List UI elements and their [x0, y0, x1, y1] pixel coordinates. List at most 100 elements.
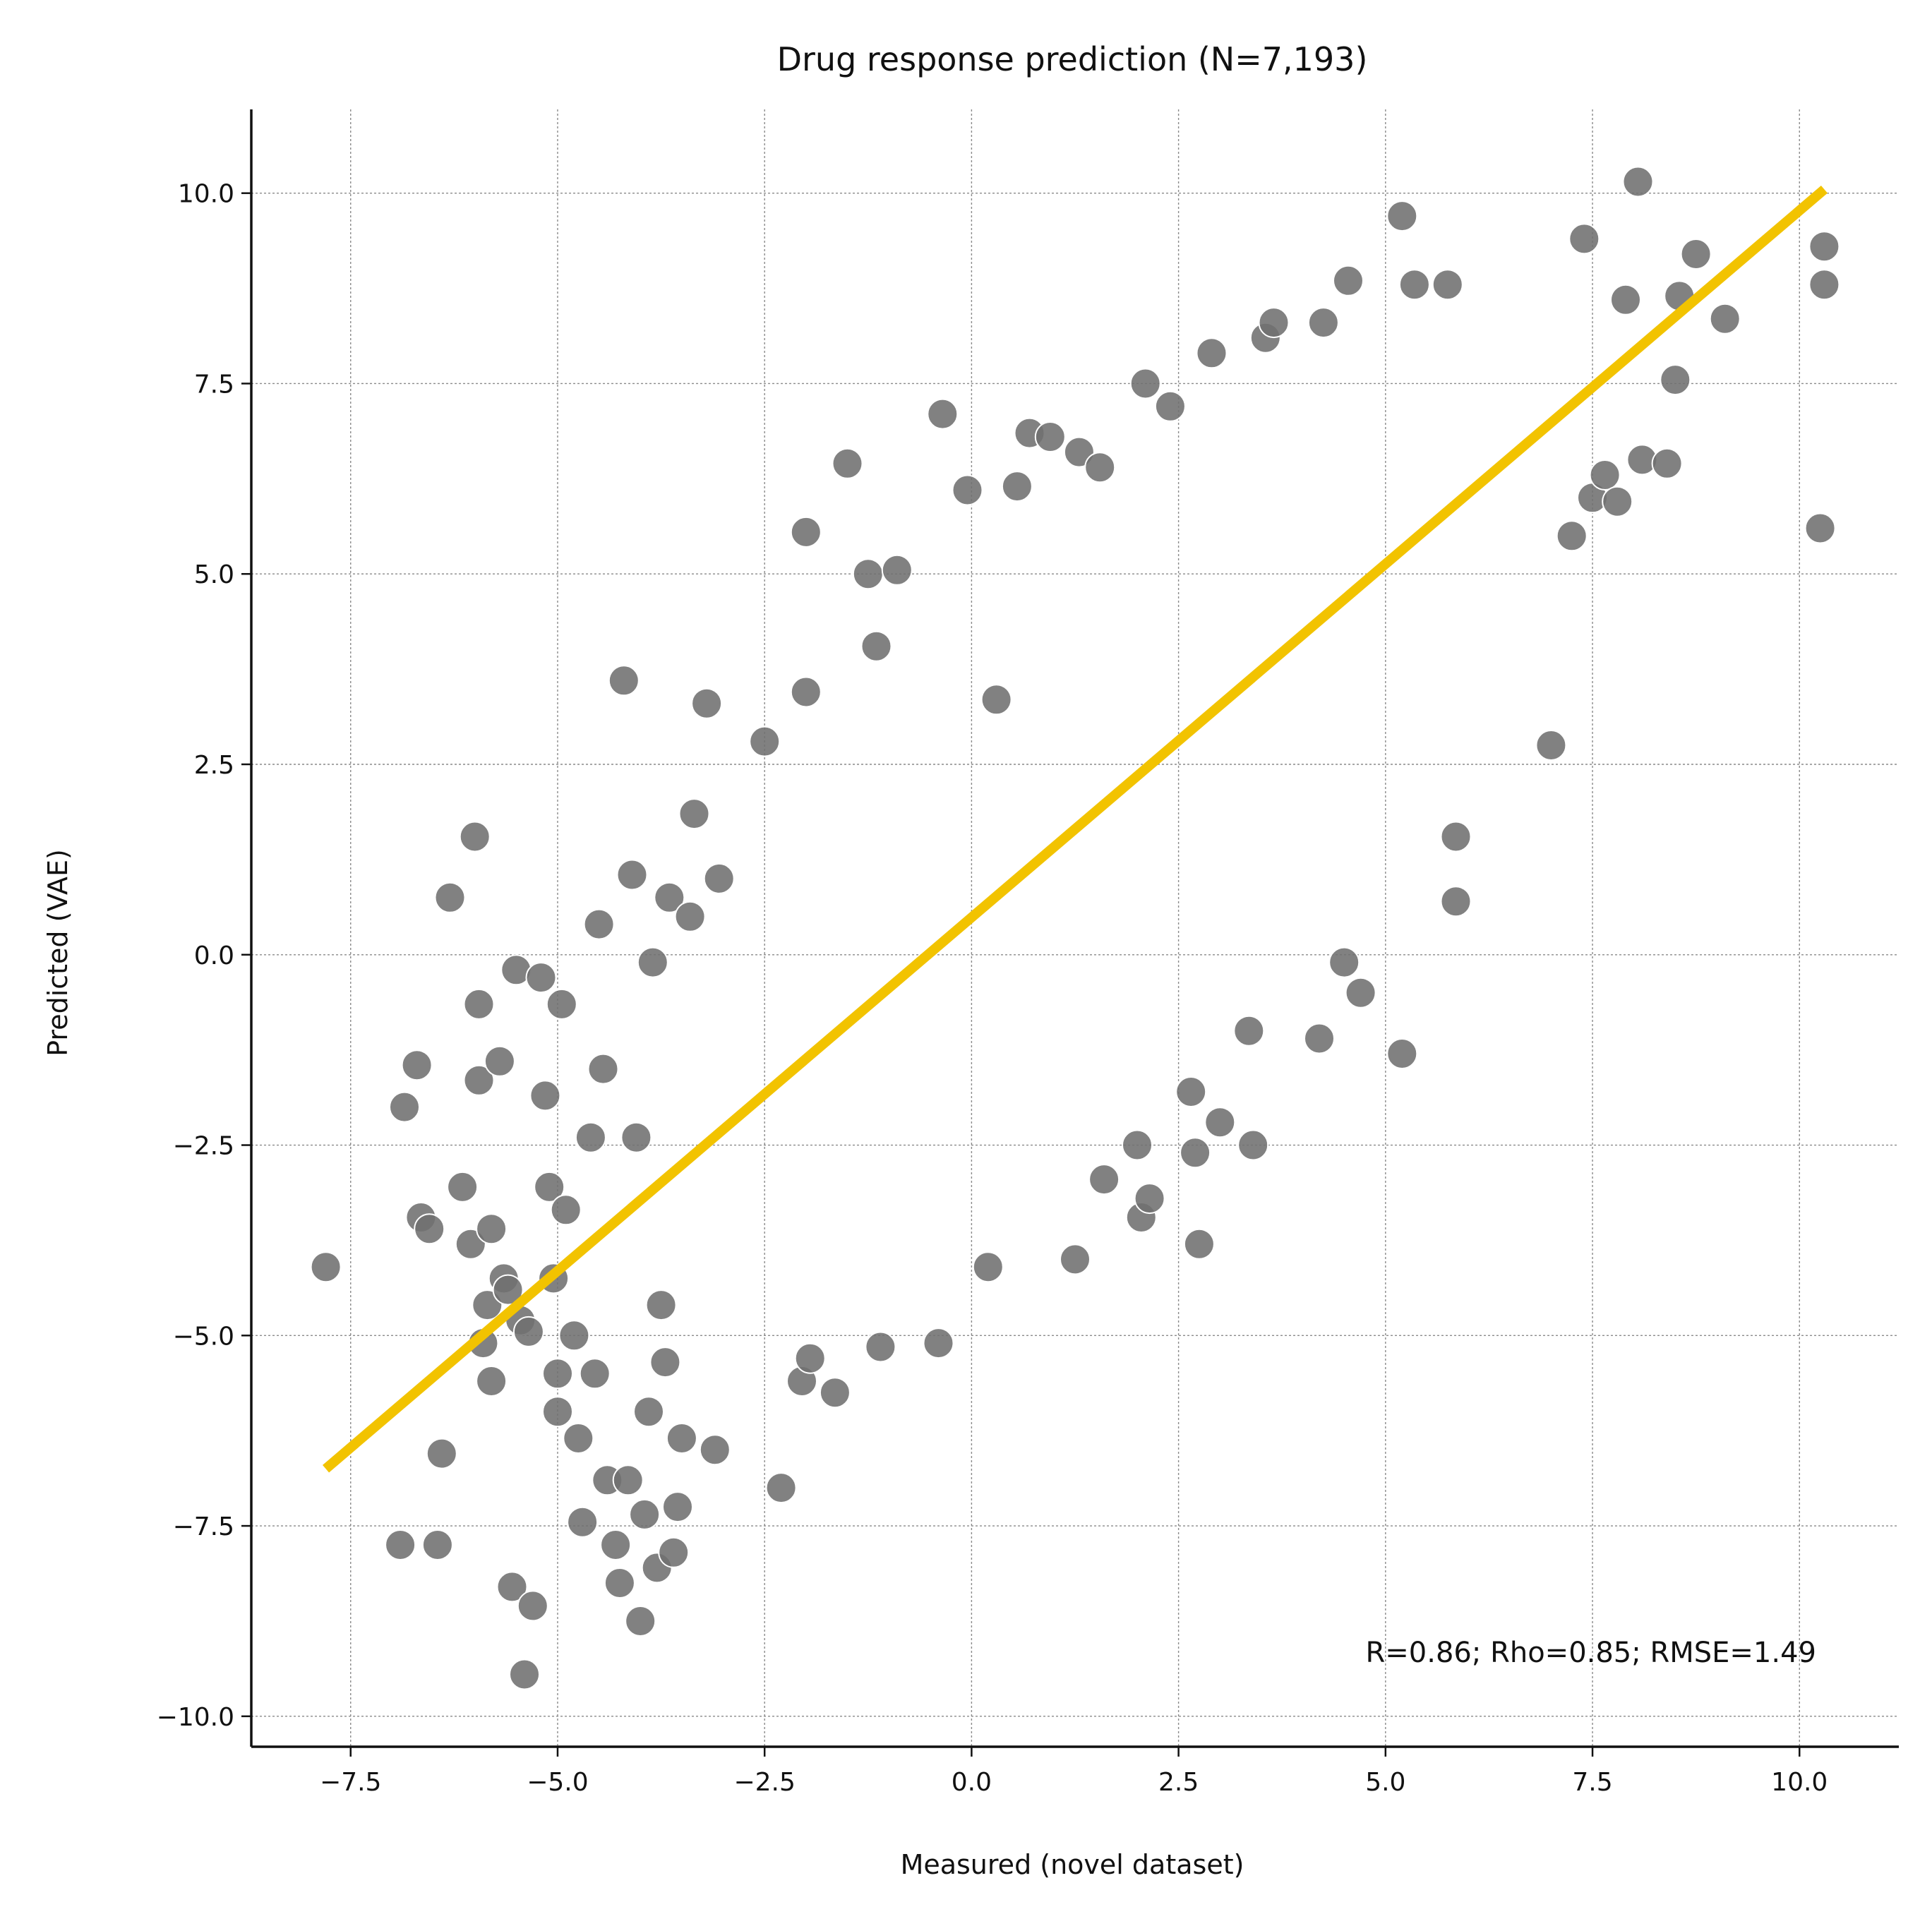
scatter-point	[534, 1171, 565, 1203]
scatter-point	[1307, 307, 1339, 339]
scatter-point	[476, 1366, 508, 1397]
fit-line	[323, 185, 1828, 1473]
scatter-point	[645, 1289, 677, 1321]
scatter-point	[832, 447, 863, 479]
scatter-point	[691, 687, 723, 719]
scatter-point	[1129, 368, 1161, 399]
scatter-point	[600, 1529, 632, 1560]
scatter-point	[662, 1491, 693, 1523]
stats-annotation: R=0.86; Rho=0.85; RMSE=1.49	[1366, 1637, 1817, 1669]
scatter-point	[612, 1464, 644, 1496]
scatter-point	[881, 554, 913, 586]
y-axis-label: Predicted (VAE)	[42, 849, 73, 1057]
scatter-point	[1398, 269, 1430, 301]
y-tick-label: −7.5	[173, 1512, 234, 1541]
scatter-point	[765, 1472, 797, 1504]
y-tick-label: 0.0	[194, 941, 234, 970]
scatter-point	[542, 1358, 573, 1390]
x-tick-label: −5.0	[527, 1768, 588, 1797]
scatter-point	[790, 516, 822, 548]
scatter-point	[1122, 1129, 1153, 1161]
scatter-point	[389, 1091, 420, 1123]
y-tick-label: −5.0	[173, 1322, 234, 1351]
y-tick-label: 7.5	[194, 370, 234, 399]
scatter-point	[703, 862, 735, 894]
scatter-point	[1196, 337, 1228, 369]
scatter-point	[1386, 1038, 1418, 1069]
scatter-point	[649, 1347, 681, 1378]
scatter-point	[401, 1049, 433, 1081]
scatter-point	[310, 1251, 342, 1283]
scatter-point	[385, 1529, 416, 1560]
scatter-point	[529, 1080, 561, 1112]
fit-line-layer	[323, 185, 1828, 1473]
x-tick-label: 0.0	[952, 1768, 992, 1797]
scatter-point	[542, 1396, 573, 1428]
scatter-point	[608, 665, 640, 697]
x-tick-label: 7.5	[1572, 1768, 1612, 1797]
scatter-point	[1610, 284, 1641, 315]
scatter-point	[1589, 459, 1621, 490]
scatter-point	[550, 1194, 582, 1226]
scatter-point	[972, 1251, 1004, 1283]
scatter-point	[1333, 265, 1364, 296]
scatter-point	[674, 901, 706, 932]
scatter-point	[546, 988, 577, 1020]
scatter-point	[1258, 307, 1290, 339]
scatter-point	[625, 1606, 656, 1637]
scatter-point	[567, 1506, 599, 1538]
scatter-point	[852, 558, 884, 590]
scatter-point	[1034, 421, 1066, 452]
scatter-point	[637, 946, 668, 978]
scatter-point	[558, 1320, 590, 1352]
scatter-point	[1237, 1129, 1269, 1161]
scatter-point	[587, 1053, 619, 1085]
scatter-point	[1180, 1137, 1211, 1169]
tick-labels: −7.5 −5.0 −2.5 0.0 2.5 5.0 7.5 10.0 −10.0 −7.5 −5.…	[157, 180, 1828, 1797]
x-tick-label: −7.5	[320, 1768, 381, 1797]
scatter-point	[517, 1590, 548, 1622]
scatter-point	[463, 988, 495, 1020]
scatter-point	[1804, 512, 1836, 544]
scatter-point	[629, 1498, 661, 1530]
scatter-point	[1175, 1076, 1207, 1107]
scatter-point	[1432, 269, 1463, 301]
scatter-point	[616, 859, 648, 891]
scatter-point	[678, 798, 710, 830]
scatter-point	[666, 1423, 697, 1454]
scatter-point	[579, 1358, 611, 1390]
scatter-point	[952, 474, 983, 506]
x-tick-label: 5.0	[1365, 1768, 1405, 1797]
scatter-point	[583, 908, 615, 940]
y-tick-label: −10.0	[157, 1703, 234, 1732]
scatter-point	[620, 1121, 652, 1153]
y-tick-label: 2.5	[194, 751, 234, 780]
chart-title: Drug response prediction (N=7,193)	[777, 40, 1368, 78]
scatter-point	[1304, 1023, 1335, 1054]
scatter-point	[1535, 730, 1567, 761]
scatter-point	[1440, 821, 1472, 853]
x-tick-label: −2.5	[733, 1768, 795, 1797]
scatter-point	[1808, 231, 1840, 263]
scatter-point	[563, 1423, 594, 1454]
y-tick-label: −2.5	[173, 1132, 234, 1161]
scatter-point	[496, 1571, 528, 1603]
scatter-points	[310, 166, 1840, 1690]
scatter-point	[794, 1342, 826, 1374]
scatter-point	[1345, 977, 1376, 1009]
scatter-point	[819, 1377, 851, 1409]
scatter-point	[459, 821, 491, 853]
scatter-point	[1808, 269, 1840, 301]
scatter-point	[1233, 1015, 1265, 1047]
scatter-point	[1386, 200, 1418, 232]
x-tick-label: 10.0	[1771, 1768, 1828, 1797]
scatter-point	[633, 1396, 664, 1428]
scatter-point	[509, 1659, 540, 1690]
scatter-point	[512, 1316, 544, 1347]
scatter-point	[1440, 886, 1472, 917]
scatter-point	[860, 630, 892, 662]
scatter-point	[1680, 239, 1712, 270]
scatter-point	[421, 1529, 453, 1560]
scatter-point	[1328, 946, 1360, 978]
scatter-point	[604, 1567, 635, 1599]
